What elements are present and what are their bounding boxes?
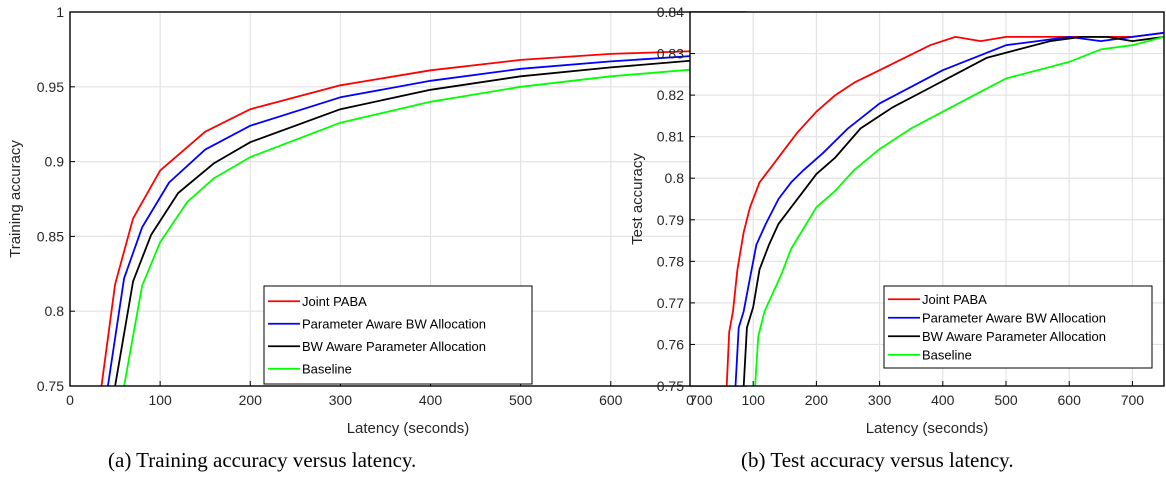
y-tick-label: 0.95 — [37, 79, 64, 95]
legend: Joint PABA Parameter Aware BW Allocation B… — [263, 285, 533, 385]
x-tick-label: 300 — [868, 392, 892, 408]
legend-entry-label: BW Aware Parameter Allocation — [922, 329, 1106, 344]
y-tick-label: 0.83 — [657, 46, 684, 62]
x-tick-label: 500 — [994, 392, 1018, 408]
series-line-joint-paba — [725, 31, 1165, 387]
series-line-bw-aware-parameter-allocation — [742, 36, 1165, 387]
gridlines — [70, 12, 746, 386]
y-tick-label: 0.8 — [45, 303, 65, 319]
y-tick-label: 0.9 — [45, 154, 65, 170]
legend-entry-label: Joint PABA — [302, 294, 367, 309]
y-tick-label: 0.85 — [37, 228, 64, 244]
x-tick-label: 100 — [742, 392, 766, 408]
y-tick-label: 1 — [56, 4, 64, 20]
plot-frame — [689, 11, 1165, 387]
x-tick-label: 700 — [689, 392, 713, 408]
x-axis-label: Latency (seconds) — [866, 420, 989, 437]
y-tick-label: 0.79 — [657, 212, 684, 228]
x-axis-label: Latency (seconds) — [347, 420, 470, 437]
legend: Joint PABA Parameter Aware BW Allocation B… — [883, 285, 1153, 369]
series-line-baseline — [754, 36, 1165, 387]
chart-a: 0 100 200 300 400 500 600 700 0.75 0.8 0.85 0.9 0.95… — [7, 4, 747, 437]
x-tick-label: 300 — [329, 392, 353, 408]
x-tick-label: 200 — [805, 392, 829, 408]
y-tick-label: 0.78 — [657, 253, 684, 269]
x-tick-label: 0 — [686, 392, 694, 408]
legend-entry-label: Parameter Aware BW Allocation — [302, 316, 486, 331]
y-tick-label: 0.8 — [665, 170, 685, 186]
y-tick-label: 0.76 — [657, 336, 684, 352]
x-tick-label: 600 — [599, 392, 623, 408]
legend-box — [883, 285, 1153, 369]
y-tick-label: 0.82 — [657, 87, 684, 103]
y-tick-label: 0.77 — [657, 295, 684, 311]
x-tick-label: 200 — [239, 392, 263, 408]
series-line-joint-paba — [100, 48, 747, 387]
y-tick-label: 0.84 — [657, 4, 684, 20]
legend-entry-label: BW Aware Parameter Allocation — [302, 339, 486, 354]
legend-box — [263, 285, 533, 385]
series-line-bw-aware-parameter-allocation — [114, 56, 747, 387]
x-tick-label: 400 — [419, 392, 443, 408]
series-lines — [100, 48, 747, 387]
y-tick-label: 0.75 — [657, 378, 684, 394]
caption-a: (a) Training accuracy versus latency. — [108, 448, 417, 472]
x-tick-label: 100 — [148, 392, 172, 408]
legend-entry-label: Parameter Aware BW Allocation — [922, 310, 1106, 325]
y-axis-label: Training accuracy — [7, 140, 24, 258]
chart-b: 0 100 200 300 400 500 600 700 0.75 0.76 0.77 0.78 0.… — [629, 4, 1165, 437]
axis-ticks: 0 100 200 300 400 500 600 700 0.75 0.8 0.85 0.9 0.95… — [37, 4, 713, 408]
x-tick-label: 500 — [509, 392, 533, 408]
series-lines — [725, 31, 1165, 387]
series-line-parameter-aware-bw-allocation — [107, 53, 747, 387]
y-tick-label: 0.81 — [657, 129, 684, 145]
x-tick-label: 400 — [931, 392, 955, 408]
caption-b: (b) Test accuracy versus latency. — [741, 448, 1014, 472]
axis-ticks: 0 100 200 300 400 500 600 700 0.75 0.76 0.77 0.78 0.… — [657, 4, 1145, 408]
y-tick-label: 0.75 — [37, 378, 64, 394]
legend-entry-label: Baseline — [302, 361, 352, 376]
x-tick-label: 700 — [1121, 392, 1145, 408]
x-tick-label: 0 — [66, 392, 74, 408]
series-line-baseline — [123, 63, 747, 387]
y-axis-label: Test accuracy — [629, 153, 646, 245]
legend-entry-label: Baseline — [922, 347, 972, 362]
legend-entry-label: Joint PABA — [922, 292, 987, 307]
x-tick-label: 600 — [1058, 392, 1082, 408]
series-line-parameter-aware-bw-allocation — [734, 31, 1165, 387]
